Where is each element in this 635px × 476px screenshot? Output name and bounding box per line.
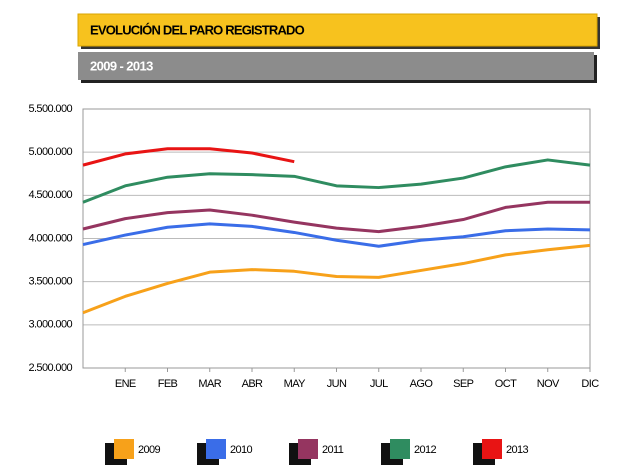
x-tick-label: MAR (198, 378, 221, 390)
y-tick-label: 2.500.000 (28, 362, 72, 374)
legend-swatch (114, 439, 134, 459)
legend-swatch (206, 439, 226, 459)
x-tick-label: JUL (370, 378, 388, 390)
series-line (82, 200, 590, 234)
legend-swatch (298, 439, 318, 459)
legend-label: 2012 (414, 444, 437, 456)
x-tick-label: DIC (581, 378, 599, 390)
legend-swatch (390, 439, 410, 459)
series-line (82, 158, 591, 204)
legend-label: 2013 (506, 444, 529, 456)
chart-title: EVOLUCIÓN DEL PARO REGISTRADO (90, 22, 305, 37)
x-tick-label: SEP (453, 378, 473, 390)
x-tick-label: OCT (495, 378, 517, 390)
subtitle-bar (78, 52, 594, 80)
legend-label: 2010 (230, 444, 253, 456)
series-line (82, 147, 295, 167)
legend-label: 2009 (138, 444, 161, 456)
series-line (82, 222, 591, 248)
legend-label: 2011 (322, 444, 344, 456)
y-tick-label: 3.500.000 (28, 276, 72, 288)
x-tick-label: ABR (242, 378, 263, 390)
x-tick-label: JUN (327, 378, 347, 390)
title-bar (77, 13, 598, 47)
chart-subtitle: 2009 - 2013 (90, 58, 153, 73)
x-tick-label: MAY (284, 378, 306, 390)
x-tick-label: ENE (115, 378, 136, 390)
x-tick-label: AGO (410, 378, 434, 390)
series-line (82, 243, 591, 315)
x-tick-label: FEB (158, 378, 178, 390)
y-tick-label: 5.500.000 (28, 103, 72, 115)
legend-swatch (482, 439, 502, 459)
y-tick-label: 4.500.000 (28, 189, 72, 201)
x-tick-label: NOV (537, 378, 560, 390)
y-tick-label: 3.000.000 (28, 319, 72, 331)
y-tick-label: 4.000.000 (28, 232, 72, 244)
y-tick-label: 5.000.000 (28, 146, 72, 158)
